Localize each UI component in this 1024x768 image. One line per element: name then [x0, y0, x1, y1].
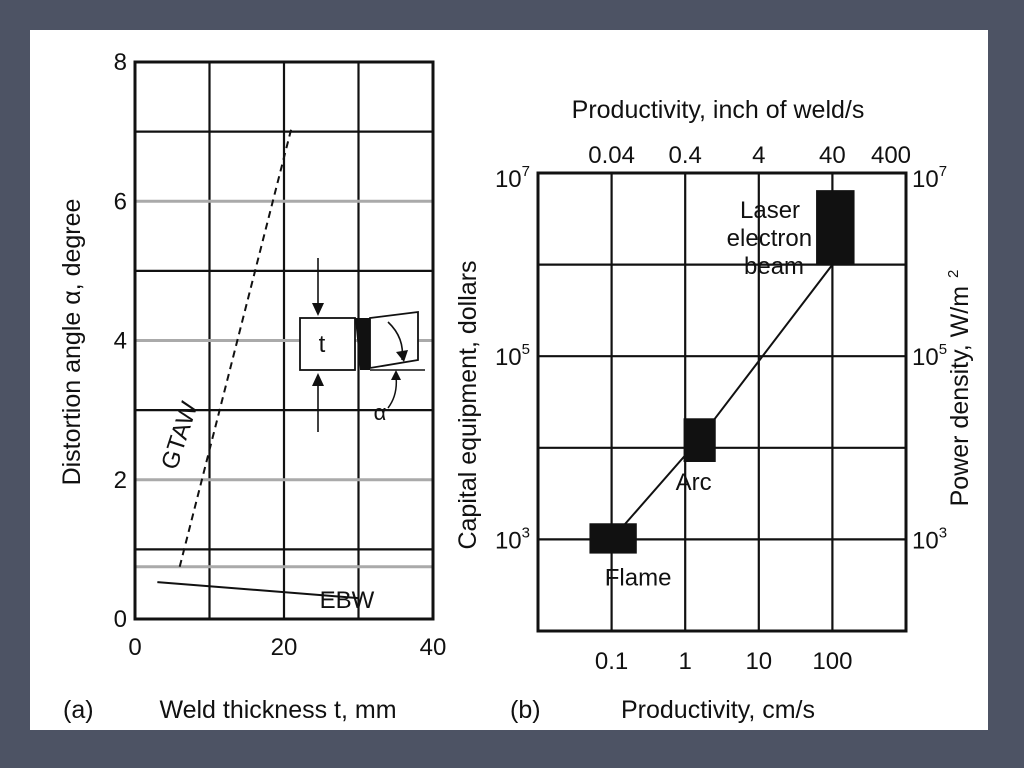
tick-base: 10 — [912, 166, 939, 193]
chart-b-x-axis-label: Productivity, cm/s — [621, 696, 815, 724]
x-tick-label: 1 — [679, 648, 692, 675]
tick-exponent: 5 — [939, 341, 947, 358]
y-tick-label: 6 — [114, 188, 127, 215]
inset-alpha-arrowhead — [391, 370, 401, 380]
chart-a-x-axis-label: Weld thickness t, mm — [159, 696, 396, 724]
y-tick-label: 107 — [495, 163, 530, 193]
tick-exponent: 3 — [522, 524, 530, 541]
chart-a-panel-label: (a) — [63, 696, 94, 724]
tick-exponent: 7 — [939, 163, 947, 180]
tick-exponent: 5 — [522, 341, 530, 358]
chart-b-right-axis-label: Power density, W/m 2 — [945, 270, 974, 507]
chart-b-y-axis-label: Capital equipment, dollars — [454, 260, 482, 549]
region-label-arc: Arc — [676, 469, 712, 496]
chart-b-frame — [536, 171, 908, 633]
chart-a-series — [157, 127, 359, 600]
tick-base: 10 — [495, 166, 522, 193]
figure-panel: 0 20 40 0 2 4 6 8 t α GTAW EBW Distortion — [30, 30, 988, 730]
chart-a-y-axis-label: Distortion angle α, degree — [58, 199, 86, 486]
inset-alpha-leader — [387, 375, 398, 409]
x-tick-label: 20 — [271, 634, 298, 661]
y-tick-label: 0 — [114, 606, 127, 633]
chart-b-panel-label: (b) — [510, 696, 541, 724]
y2-tick-label: 107 — [912, 163, 947, 193]
inset-bottom-arrowhead — [312, 373, 324, 386]
y-tick-label: 105 — [495, 341, 530, 371]
chart-a-series-label-ebw: EBW — [320, 587, 375, 614]
chart-b-top-axis-label: Productivity, inch of weld/s — [572, 96, 865, 124]
region-label-line: electron — [727, 225, 812, 252]
inset-plate — [369, 310, 419, 370]
y-tick-label: 8 — [114, 49, 127, 76]
y2-tick-label: 103 — [912, 524, 947, 554]
tick-base: 10 — [495, 527, 522, 554]
chart-b-right-axis-label-group: Power density, W/m 2 — [945, 270, 974, 507]
y-tick-label: 103 — [495, 524, 530, 554]
chart-b-right-axis-label-sup: 2 — [945, 270, 962, 278]
series-line-gtaw — [178, 127, 293, 568]
series-line — [610, 263, 834, 541]
tick-base: 10 — [912, 344, 939, 371]
tick-base: 10 — [912, 527, 939, 554]
chart-a-inset-diagram: t α — [299, 258, 425, 432]
x2-tick-label: 4 — [752, 142, 765, 169]
chart-b: Flame Arc Laser electron beam 0.1 1 10 100 0.04 0… — [454, 96, 974, 724]
x2-tick-label: 0.4 — [669, 142, 702, 169]
chart-b-series — [610, 263, 834, 541]
chart-a-tick-labels: 0 20 40 0 2 4 6 8 — [114, 49, 447, 661]
tick-base: 10 — [495, 344, 522, 371]
x-tick-label: 0.1 — [595, 648, 628, 675]
region-label-line: Arc — [676, 469, 712, 496]
region-label-line: beam — [744, 253, 804, 280]
inset-weld-bead — [355, 318, 370, 370]
region-label-flame: Flame — [605, 565, 672, 592]
tick-exponent: 7 — [522, 163, 530, 180]
x2-tick-label: 400 — [871, 142, 911, 169]
region-label-line: Laser — [740, 197, 800, 224]
inset-angle-label: α — [374, 400, 387, 425]
x2-tick-label: 0.04 — [588, 142, 635, 169]
inset-top-arrowhead — [312, 303, 324, 316]
inset-box — [299, 317, 356, 371]
chart-a-frame — [133, 60, 435, 621]
region-box-flame — [589, 523, 637, 554]
series-line-ebw — [157, 581, 359, 600]
chart-b-right-axis-label-text: Power density, W/m — [946, 286, 974, 506]
region-box-arc — [683, 418, 716, 462]
inset-angle-arrowhead — [396, 350, 408, 362]
x2-tick-label: 40 — [819, 142, 846, 169]
y2-tick-label: 105 — [912, 341, 947, 371]
x-tick-label: 10 — [745, 648, 772, 675]
y-tick-label: 2 — [114, 467, 127, 494]
y-tick-label: 4 — [114, 328, 127, 355]
region-box-laser — [816, 190, 855, 265]
x-tick-label: 100 — [812, 648, 852, 675]
inset-thickness-label: t — [319, 331, 326, 358]
region-label-line: Flame — [605, 565, 672, 592]
region-label-laser: Laser electron beam — [727, 197, 812, 280]
chart-b-regions: Flame Arc Laser electron beam — [589, 190, 855, 592]
x-tick-label: 0 — [128, 634, 141, 661]
tick-exponent: 3 — [939, 524, 947, 541]
x-tick-label: 40 — [420, 634, 447, 661]
